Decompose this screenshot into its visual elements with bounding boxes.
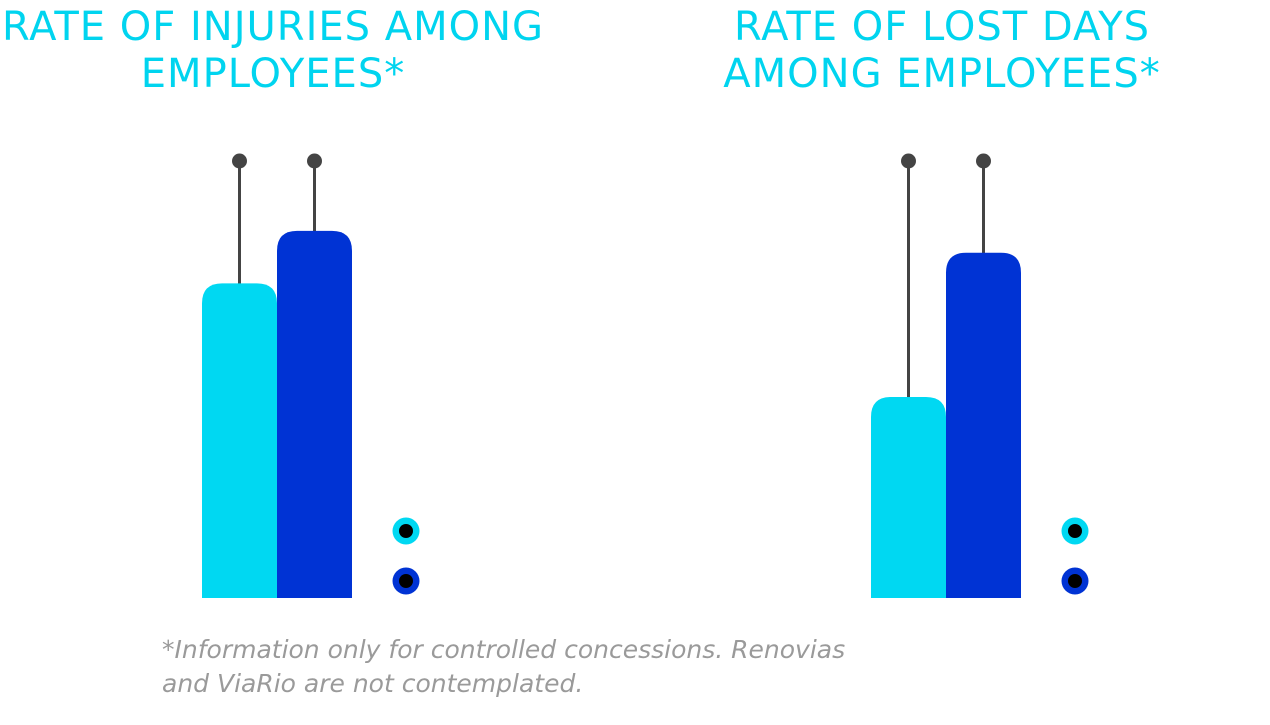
bar-series-1 [871,396,946,598]
stem-marker [307,153,322,169]
bar-series-2 [946,252,1021,598]
bar-series-2 [277,230,352,599]
stem-marker [232,153,247,169]
chart-title-line: EMPLOYEES* [140,51,406,97]
chart-title-line: AMONG EMPLOYEES* [723,51,1161,97]
stem-marker [976,153,991,169]
injuries-chart [202,153,420,599]
lost-days-chart [871,153,1089,598]
bar-series-1 [202,283,277,598]
chart-title-line: RATE OF LOST DAYS [733,4,1151,50]
stem-marker [901,153,916,169]
footnote-line: and ViaRio are not contemplated. [162,669,584,698]
legend-marker-dot [399,574,413,588]
legend-marker-dot [399,524,413,538]
footnote: *Information only for controlled concess… [162,633,882,701]
chart-title-line: RATE OF INJURIES AMONG [1,4,545,50]
legend-marker-dot [1068,574,1082,588]
chart-title-lost-days: RATE OF LOST DAYS AMONG EMPLOYEES* [700,4,1184,98]
footnote-line: *Information only for controlled concess… [162,635,846,664]
legend-marker-dot [1068,524,1082,538]
chart-title-injuries: RATE OF INJURIES AMONG EMPLOYEES* [0,4,546,98]
